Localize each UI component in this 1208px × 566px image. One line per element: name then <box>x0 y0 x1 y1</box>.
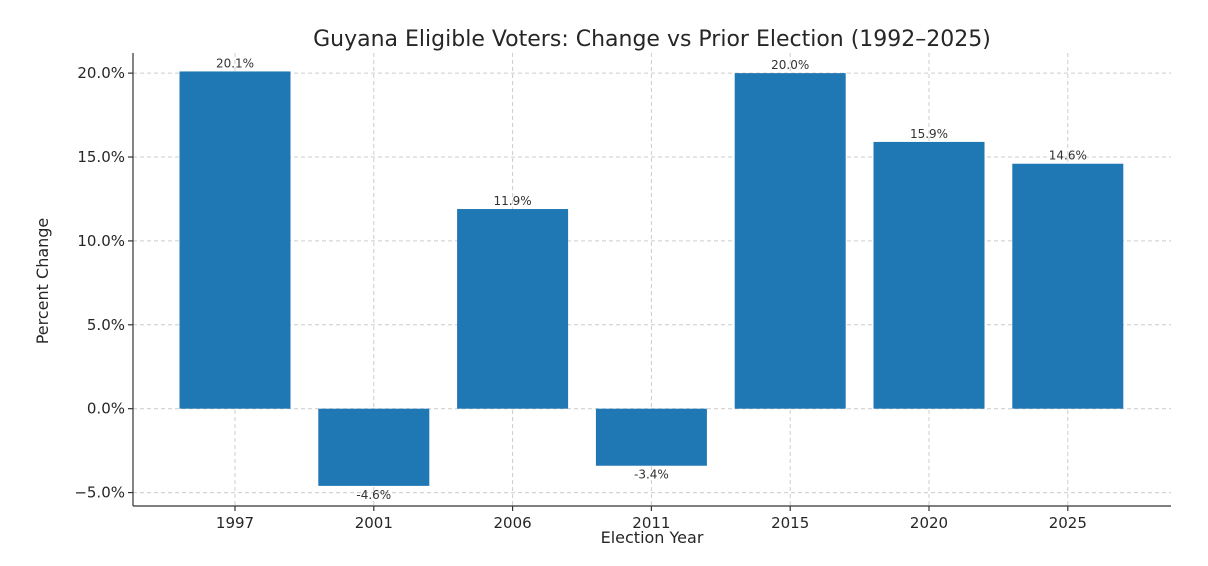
x-tick-label: 2025 <box>1049 514 1087 532</box>
y-tick-label: 15.0% <box>77 148 125 166</box>
bar <box>179 71 291 409</box>
data-label: 11.9% <box>494 194 532 208</box>
x-tick-label: 2006 <box>494 514 532 532</box>
bars <box>179 71 1124 486</box>
data-label: 15.9% <box>910 127 948 141</box>
data-label: 20.1% <box>216 56 254 70</box>
bar <box>734 73 846 409</box>
x-tick-label: 1997 <box>216 514 254 532</box>
data-label: 14.6% <box>1049 149 1087 163</box>
y-tick-label: −5.0% <box>74 484 125 502</box>
y-tick-label: 5.0% <box>87 316 125 334</box>
x-tick-label: 2015 <box>771 514 809 532</box>
bar <box>318 408 430 486</box>
x-tick-label: 2001 <box>355 514 393 532</box>
x-tick-label: 2020 <box>910 514 948 532</box>
y-axis-title: Percent Change <box>33 218 52 345</box>
x-tick-label: 2011 <box>632 514 670 532</box>
axes: −5.0% 0.0% 5.0% 10.0% 15.0% 20.0% 1997 2001 2006… <box>74 53 1171 532</box>
y-tick-label: 0.0% <box>87 400 125 418</box>
x-axis-title: Election Year <box>601 528 704 547</box>
data-labels: 20.1% -4.6% 11.9% -3.4% 20.0% 15.9% 14.6% <box>216 56 1087 501</box>
data-label: 20.0% <box>771 58 809 72</box>
data-label: -4.6% <box>356 488 391 502</box>
chart-title: Guyana Eligible Voters: Change vs Prior … <box>313 27 991 52</box>
y-tick-label: 20.0% <box>77 64 125 82</box>
bar <box>595 408 707 466</box>
data-label: -3.4% <box>634 468 669 482</box>
y-tick-label: 10.0% <box>77 232 125 250</box>
bar <box>1012 163 1124 409</box>
bar <box>457 209 569 409</box>
bar <box>873 141 985 409</box>
